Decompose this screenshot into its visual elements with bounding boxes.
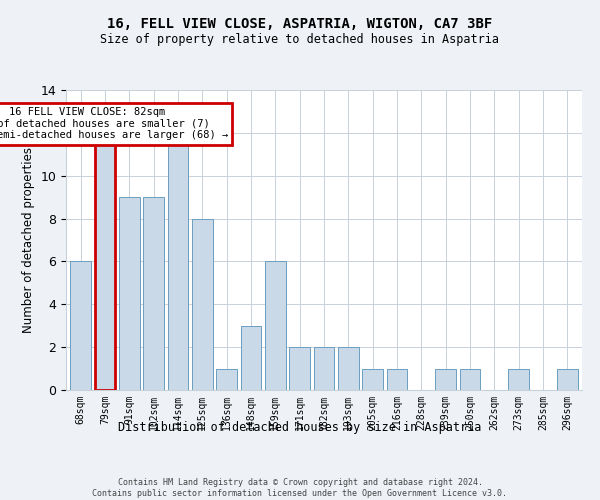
Bar [338,347,359,390]
Bar [119,197,140,390]
Bar [143,197,164,390]
Bar [557,368,578,390]
Bar [289,347,310,390]
Bar [314,347,334,390]
Text: Distribution of detached houses by size in Aspatria: Distribution of detached houses by size … [118,421,482,434]
Bar [362,368,383,390]
Bar [167,133,188,390]
Bar [265,262,286,390]
Bar [436,368,456,390]
Bar [95,133,115,390]
Bar [241,326,262,390]
Bar [70,262,91,390]
Text: Contains HM Land Registry data © Crown copyright and database right 2024.
Contai: Contains HM Land Registry data © Crown c… [92,478,508,498]
Bar [192,218,212,390]
Text: 16, FELL VIEW CLOSE, ASPATRIA, WIGTON, CA7 3BF: 16, FELL VIEW CLOSE, ASPATRIA, WIGTON, C… [107,18,493,32]
Bar [386,368,407,390]
Bar [508,368,529,390]
Bar [460,368,481,390]
Bar [216,368,237,390]
Text: 16 FELL VIEW CLOSE: 82sqm
← 9% of detached houses are smaller (7)
91% of semi-de: 16 FELL VIEW CLOSE: 82sqm ← 9% of detach… [0,107,228,140]
Y-axis label: Number of detached properties: Number of detached properties [22,147,35,333]
Text: Size of property relative to detached houses in Aspatria: Size of property relative to detached ho… [101,32,499,46]
